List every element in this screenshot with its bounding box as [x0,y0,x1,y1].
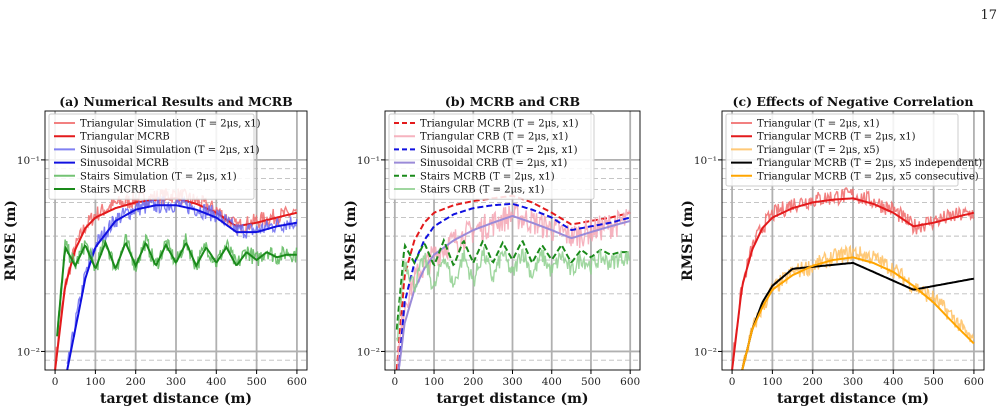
legend-entry: Triangular MCRB (T = 2μs, x5 independent… [757,158,982,169]
series-line-4 [741,256,975,370]
chart-title: (b) MCRB and CRB [445,94,580,109]
legend-entry: Stairs CRB (T = 2μs, x1) [420,185,544,196]
series-line-3 [741,261,975,370]
x-tick-label: 200 [803,376,823,388]
series-line-1 [397,202,631,370]
x-tick-label: 300 [502,376,522,388]
x-axis-label: target distance (m) [777,391,929,407]
y-tick-label: 10⁻² [17,346,40,358]
x-tick-label: 500 [924,376,944,388]
x-tick-label: 500 [247,376,267,388]
legend-entry: Triangular Simulation (T = 2μs, x1) [80,119,261,130]
chart-panel-0: 0 100 200 300 400 500 600 10⁻² 10⁻¹ (a) Numerical… [3,94,308,407]
plot-area [395,194,631,370]
legend-entry: Stairs MCRB [80,185,146,196]
legend-entry: Triangular CRB (T = 2μs, x1) [420,132,568,143]
series-line-3 [66,204,298,370]
legend-entry: Sinusoidal CRB (T = 2μs, x1) [420,158,567,169]
legend-entry: Triangular (T = 2μs, x5) [757,145,880,156]
x-tick-label: 500 [581,376,601,388]
legend-entry: Sinusoidal MCRB [80,158,169,169]
x-tick-label: 100 [85,376,105,388]
x-tick-label: 200 [463,376,483,388]
x-axis-label: target distance (m) [100,391,252,407]
legend: Triangular MCRB (T = 2μs, x1) Triangular … [388,113,595,200]
y-axis-label: RMSE (m) [680,200,696,281]
series-line-4 [395,237,631,330]
series-line-1 [731,197,975,370]
y-axis-label: RMSE (m) [343,200,359,281]
x-tick-label: 600 [964,376,984,388]
legend-entry: Triangular (T = 2μs, x1) [757,119,880,130]
x-tick-label: 400 [206,376,226,388]
chart-title: (a) Numerical Results and MCRB [59,94,293,109]
y-axis-label: RMSE (m) [3,200,19,281]
y-tick-label: 10⁻² [357,346,380,358]
y-tick-label: 10⁻¹ [694,155,717,167]
legend-entry: Triangular MCRB (T = 2μs, x5 consecutive… [757,171,979,182]
chart-title: (c) Effects of Negative Correlation [733,94,974,109]
y-tick-label: 10⁻¹ [17,155,40,167]
legend-entry: Stairs MCRB (T = 2μs, x1) [420,171,555,182]
legend-entry: Triangular MCRB (T = 2μs, x1) [420,119,579,130]
legend-entry: Stairs Simulation (T = 2μs, x1) [80,171,237,182]
legend-box [725,113,959,187]
series-line-5 [396,246,631,342]
series-line-2 [397,202,631,370]
legend-box [48,113,255,200]
chart-panel-2: 0 100 200 300 400 500 600 10⁻² 10⁻¹ (c) Effects o… [680,94,985,407]
x-tick-label: 300 [843,376,863,388]
series-line-2 [741,244,975,367]
series-line-3 [397,214,631,370]
x-tick-label: 200 [126,376,146,388]
x-tick-label: 600 [620,376,640,388]
legend-entry: Sinusoidal MCRB (T = 2μs, x1) [420,145,578,156]
y-tick-label: 10⁻¹ [357,155,380,167]
series-line-5 [56,239,297,337]
legend-entry: Triangular MCRB [80,132,170,143]
legend: Triangular Simulation (T = 2μs, x1) Trian… [48,113,261,200]
legend-entry: Sinusoidal Simulation (T = 2μs, x1) [80,145,260,156]
plot-area [731,187,975,370]
series-line-0 [731,187,974,361]
x-tick-label: 300 [166,376,186,388]
x-tick-label: 400 [542,376,562,388]
x-tick-label: 0 [729,376,736,388]
x-tick-label: 100 [762,376,782,388]
page-number: 17 [980,8,997,23]
legend-entry: Triangular MCRB (T = 2μs, x1) [757,132,916,143]
y-tick-label: 10⁻² [694,346,717,358]
chart-panel-1: 0 100 200 300 400 500 600 10⁻² 10⁻¹ (b) MCRB and … [343,94,641,407]
legend-box [388,113,595,200]
x-tick-label: 600 [287,376,307,388]
x-tick-label: 100 [424,376,444,388]
x-tick-label: 0 [391,376,398,388]
x-tick-label: 400 [883,376,903,388]
legend: Triangular (T = 2μs, x1) Triangular MCRB … [725,113,982,187]
x-tick-label: 0 [52,376,59,388]
x-axis-label: target distance (m) [436,391,588,407]
